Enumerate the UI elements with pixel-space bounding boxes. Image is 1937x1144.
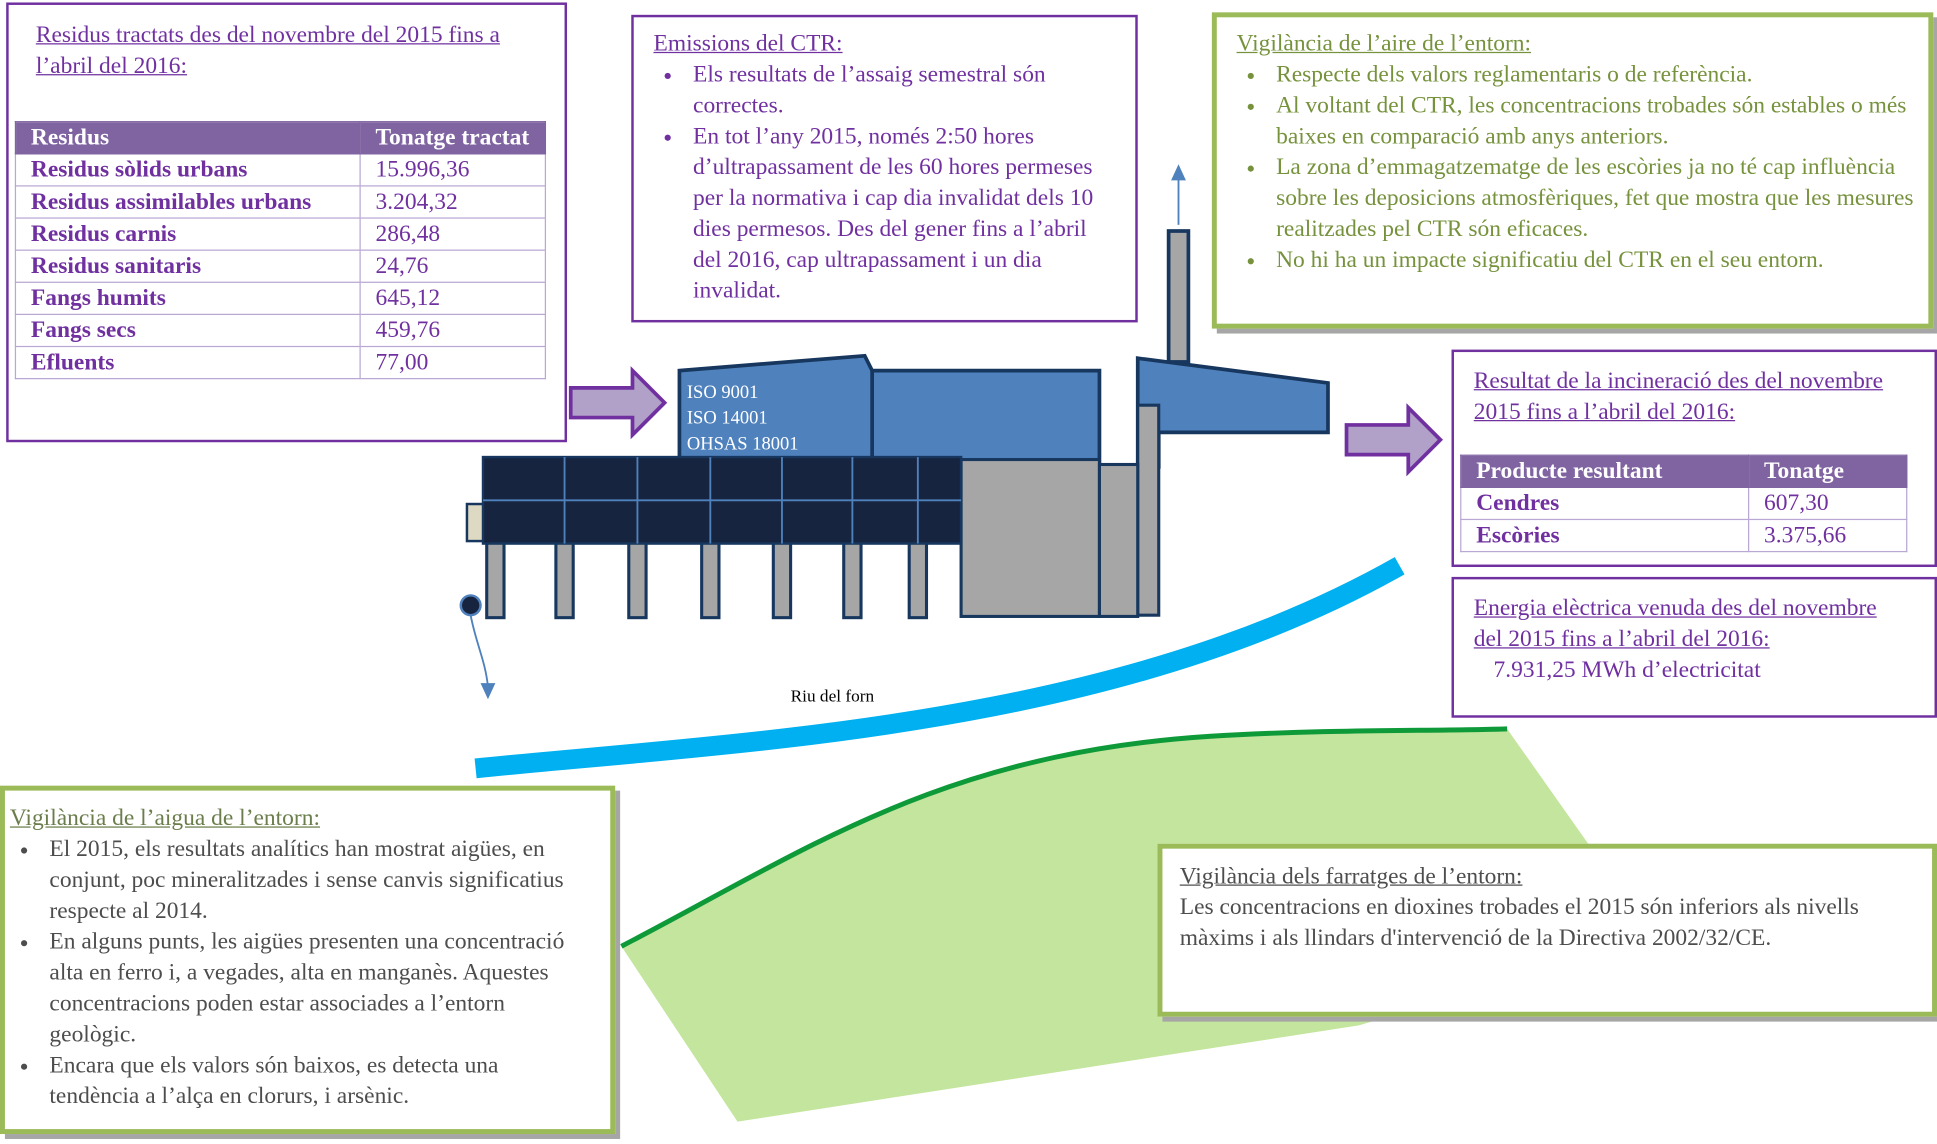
list: Els resultats de l’assaig semestral són … — [653, 59, 1117, 306]
leg — [556, 541, 573, 618]
arrow-in — [571, 371, 665, 435]
box-title: Energia elèctrica venuda des del novembr… — [1474, 593, 1885, 655]
box-title: Resultat de la incineració des del novem… — [1460, 366, 1906, 428]
cell: 15.996,36 — [360, 154, 545, 186]
water-box: Vigilància de l’aigua de l’entorn: El 20… — [0, 786, 615, 1134]
certification: ISO 9001 — [687, 380, 759, 406]
cell: 3.375,66 — [1749, 519, 1907, 551]
outlet-arrow — [471, 615, 488, 687]
list-item: En tot l’any 2015, només 2:50 hores d’ul… — [686, 121, 1118, 306]
leg — [487, 541, 504, 618]
list-item: En alguns punts, les aigües presenten un… — [42, 926, 576, 1050]
air-box: Vigilància de l’aire de l’entorn: Respec… — [1212, 12, 1933, 328]
list-item: Respecte dels valors reglamentaris o de … — [1269, 59, 1919, 90]
cell: 286,48 — [360, 218, 545, 250]
outlet-arrow-head — [481, 683, 496, 699]
stage: ISO 9001 ISO 14001 OHSAS 18001 Riu del f… — [0, 0, 1937, 1144]
leg — [909, 541, 926, 618]
waste-table: Residus Tonatge tractat Residus sòlids u… — [15, 121, 546, 379]
leg — [629, 541, 646, 618]
gray-block-2 — [1099, 464, 1137, 616]
box-text: Les concentracions en dioxines trobades … — [1180, 892, 1883, 954]
gray-block — [961, 460, 1099, 617]
header-row: Residus Tonatge tractat — [15, 122, 545, 154]
result-box: Resultat de la incineració des del novem… — [1452, 350, 1937, 567]
legs — [487, 541, 927, 618]
cell: Residus sanitaris — [15, 250, 360, 282]
header-cell: Tonatge — [1749, 455, 1907, 487]
chimney — [1169, 231, 1189, 362]
chimney-arrow-head — [1171, 164, 1186, 180]
list: Respecte dels valors reglamentaris o de … — [1237, 59, 1919, 275]
list-item: No hi ha un impacte significatiu del CTR… — [1269, 245, 1919, 276]
cell: Fangs humits — [15, 282, 360, 314]
header-row: Producte resultant Tonatge — [1461, 455, 1907, 487]
emissions-box: Emissions del CTR: Els resultats de l’as… — [631, 15, 1137, 323]
list-item: Encara que els valors són baixos, es det… — [42, 1050, 576, 1112]
certification: OHSAS 18001 — [687, 432, 799, 458]
energy-box: Energia elèctrica venuda des del novembr… — [1452, 577, 1937, 718]
list-item: Els resultats de l’assaig semestral són … — [686, 59, 1118, 121]
arrow-out — [1347, 408, 1441, 472]
cell: 77,00 — [360, 347, 545, 379]
cell: 24,76 — [360, 250, 545, 282]
header-cell: Residus — [15, 122, 360, 154]
leg — [773, 541, 790, 618]
tower — [1138, 405, 1159, 615]
box-title: Emissions del CTR: — [653, 28, 1117, 59]
waste-box: Residus tractats des del novembre del 20… — [6, 2, 567, 442]
building-right — [1138, 358, 1328, 467]
body: ISO 9001 ISO 14001 OHSAS 18001 Riu del f… — [0, 0, 1937, 1144]
outlet — [461, 595, 481, 615]
cell: Escòries — [1461, 519, 1749, 551]
box-title: Vigilància dels farratges de l’entorn: — [1180, 861, 1883, 892]
box-title: Vigilància de l’aire de l’entorn: — [1237, 28, 1919, 59]
energy-value: 7.931,25 MWh d’electricitat — [1474, 655, 1885, 686]
cell: Residus assimilables urbans — [15, 186, 360, 218]
list: El 2015, els resultats analítics han mos… — [10, 834, 576, 1112]
river-label: Riu del forn — [791, 688, 875, 708]
forage-box: Vigilància dels farratges de l’entorn: L… — [1158, 844, 1937, 1017]
leg — [844, 541, 861, 618]
cell: 607,30 — [1749, 487, 1907, 519]
header-cell: Tonatge tractat — [360, 122, 545, 154]
inlet — [467, 504, 484, 541]
cell: 3.204,32 — [360, 186, 545, 218]
cell: 645,12 — [360, 282, 545, 314]
box-title: Vigilància de l’aigua de l’entorn: — [10, 803, 576, 834]
cell: Efluents — [15, 347, 360, 379]
list-item: Al voltant del CTR, les concentracions t… — [1269, 90, 1919, 152]
certification: ISO 14001 — [687, 406, 768, 432]
list-item: La zona d’emmagatzematge de les escòries… — [1269, 152, 1919, 245]
cell: Cendres — [1461, 487, 1749, 519]
header-cell: Producte resultant — [1461, 455, 1749, 487]
leg — [702, 541, 719, 618]
box-title: Residus tractats des del novembre del 20… — [15, 20, 530, 82]
cell: Residus sòlids urbans — [15, 154, 360, 186]
list-item: El 2015, els resultats analítics han mos… — [42, 834, 576, 927]
cell: Residus carnis — [15, 218, 360, 250]
page: CTR { "waste_box": { "title": "Residus t… — [0, 0, 1937, 1144]
cell: 459,76 — [360, 314, 545, 346]
cell: Fangs secs — [15, 314, 360, 346]
